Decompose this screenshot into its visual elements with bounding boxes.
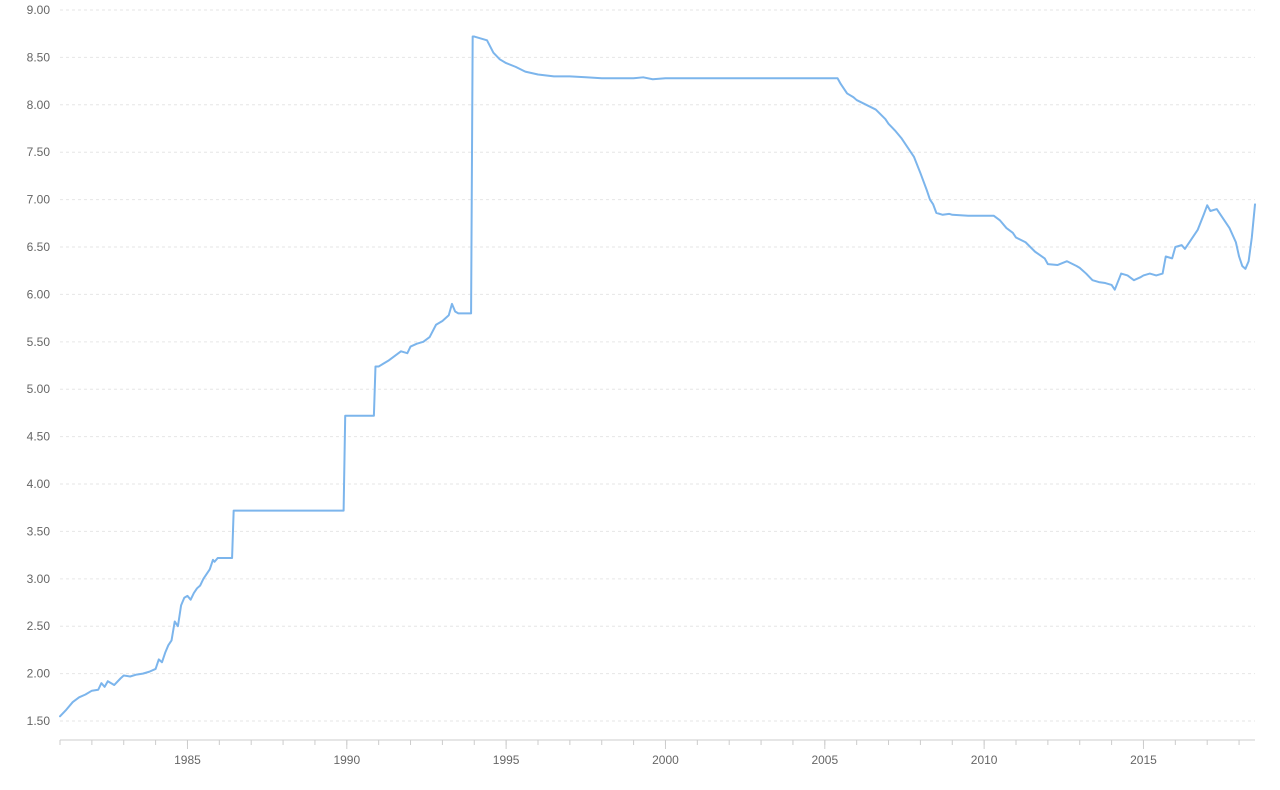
x-tick-label: 2015: [1130, 753, 1157, 767]
x-tick-label: 2000: [652, 753, 679, 767]
y-tick-label: 8.50: [27, 50, 51, 64]
y-tick-label: 2.00: [27, 667, 51, 681]
y-tick-label: 3.50: [27, 524, 51, 538]
y-tick-label: 7.00: [27, 193, 51, 207]
y-tick-label: 5.00: [27, 382, 51, 396]
y-tick-label: 6.50: [27, 240, 51, 254]
y-tick-label: 6.00: [27, 287, 51, 301]
x-tick-label: 2005: [811, 753, 838, 767]
y-tick-label: 4.00: [27, 477, 51, 491]
x-tick-label: 2010: [971, 753, 998, 767]
y-tick-label: 9.00: [27, 3, 51, 17]
x-tick-label: 1995: [493, 753, 520, 767]
x-tick-label: 1990: [333, 753, 360, 767]
y-tick-label: 2.50: [27, 619, 51, 633]
y-tick-label: 1.50: [27, 714, 51, 728]
y-tick-label: 5.50: [27, 335, 51, 349]
data-line: [60, 37, 1255, 717]
y-tick-label: 3.00: [27, 572, 51, 586]
x-tick-label: 1985: [174, 753, 201, 767]
line-chart: 1.50 2.00 2.50 3.00 3.50 4.00 4.50 5.00 5.50 6.00…: [0, 0, 1280, 790]
y-tick-label: 8.00: [27, 98, 51, 112]
y-tick-label: 7.50: [27, 145, 51, 159]
y-tick-label: 4.50: [27, 430, 51, 444]
